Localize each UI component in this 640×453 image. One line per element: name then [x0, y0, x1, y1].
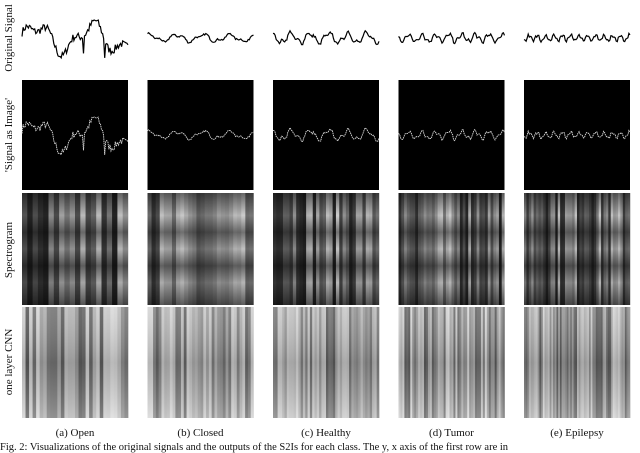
signal-line — [147, 31, 254, 44]
row-label: 'Signal as Image' — [3, 98, 15, 172]
signal-image — [398, 80, 505, 190]
signal-line — [272, 29, 380, 46]
cnn-band — [524, 307, 630, 418]
caption: Fig. 2: Visualizations of the original s… — [0, 442, 509, 453]
spectrogram-band — [398, 193, 505, 305]
spectrogram-band — [273, 193, 379, 305]
row-label: Spectrogram — [3, 221, 15, 278]
cnn-band — [22, 307, 128, 418]
signal-image-line — [147, 129, 254, 141]
column-caption: (a) Open — [56, 427, 95, 439]
column-caption: (d) Tumor — [429, 427, 474, 439]
signal-image-line — [21, 116, 129, 156]
row-label: Original Signal — [3, 4, 15, 72]
spectrogram-band — [147, 193, 254, 305]
signal-image-line — [272, 126, 380, 143]
signal-image — [273, 80, 379, 190]
column-caption: (e) Epilepsy — [550, 427, 604, 439]
row-label: one layer CNN — [3, 329, 15, 396]
spectrogram-band — [22, 193, 128, 305]
signal-line — [398, 31, 506, 45]
signal-image-line — [398, 128, 505, 142]
signal-image-line — [523, 129, 631, 141]
spectrogram-band — [524, 193, 630, 305]
signal-image — [524, 80, 630, 190]
cnn-band — [147, 307, 254, 418]
signal-image — [147, 80, 254, 190]
cnn-band — [398, 307, 505, 418]
column-caption: (b) Closed — [177, 427, 224, 439]
signal-line — [523, 31, 631, 44]
panels: (a) Open (b) Closed (c) Healthy (d) Tumor (e… — [21, 19, 631, 439]
signal-image — [22, 80, 128, 190]
cnn-band — [273, 307, 379, 418]
column-caption: (c) Healthy — [301, 427, 351, 439]
signal-line — [21, 19, 129, 60]
